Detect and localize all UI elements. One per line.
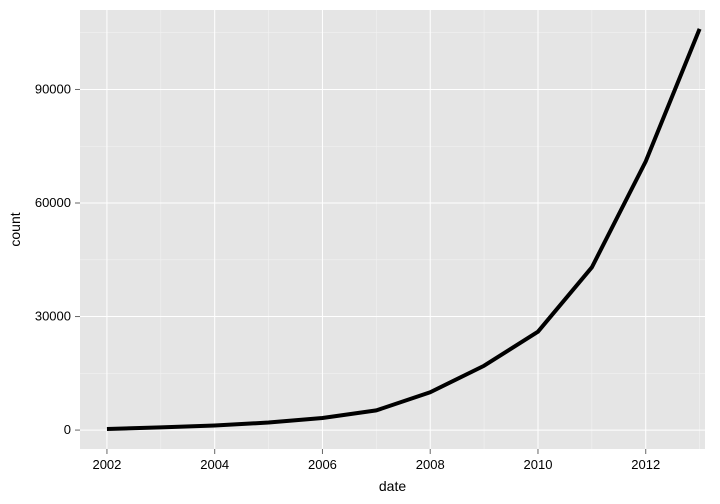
x-tick-label: 2004 [200, 457, 229, 472]
x-tick-label: 2006 [308, 457, 337, 472]
x-tick-label: 2010 [524, 457, 553, 472]
x-tick-label: 2002 [92, 457, 121, 472]
line-chart: 2002 2004 2006 2008 2010 2012 0 30000 60000 90000… [0, 0, 720, 504]
y-tick-label: 60000 [35, 195, 71, 210]
y-axis-title: count [7, 212, 23, 246]
y-tick-label: 90000 [35, 81, 71, 96]
y-tick-label: 30000 [35, 309, 71, 324]
y-tick-label: 0 [64, 422, 71, 437]
x-axis-title: date [379, 478, 406, 494]
x-tick-label: 2008 [416, 457, 445, 472]
x-tick-label: 2012 [631, 457, 660, 472]
